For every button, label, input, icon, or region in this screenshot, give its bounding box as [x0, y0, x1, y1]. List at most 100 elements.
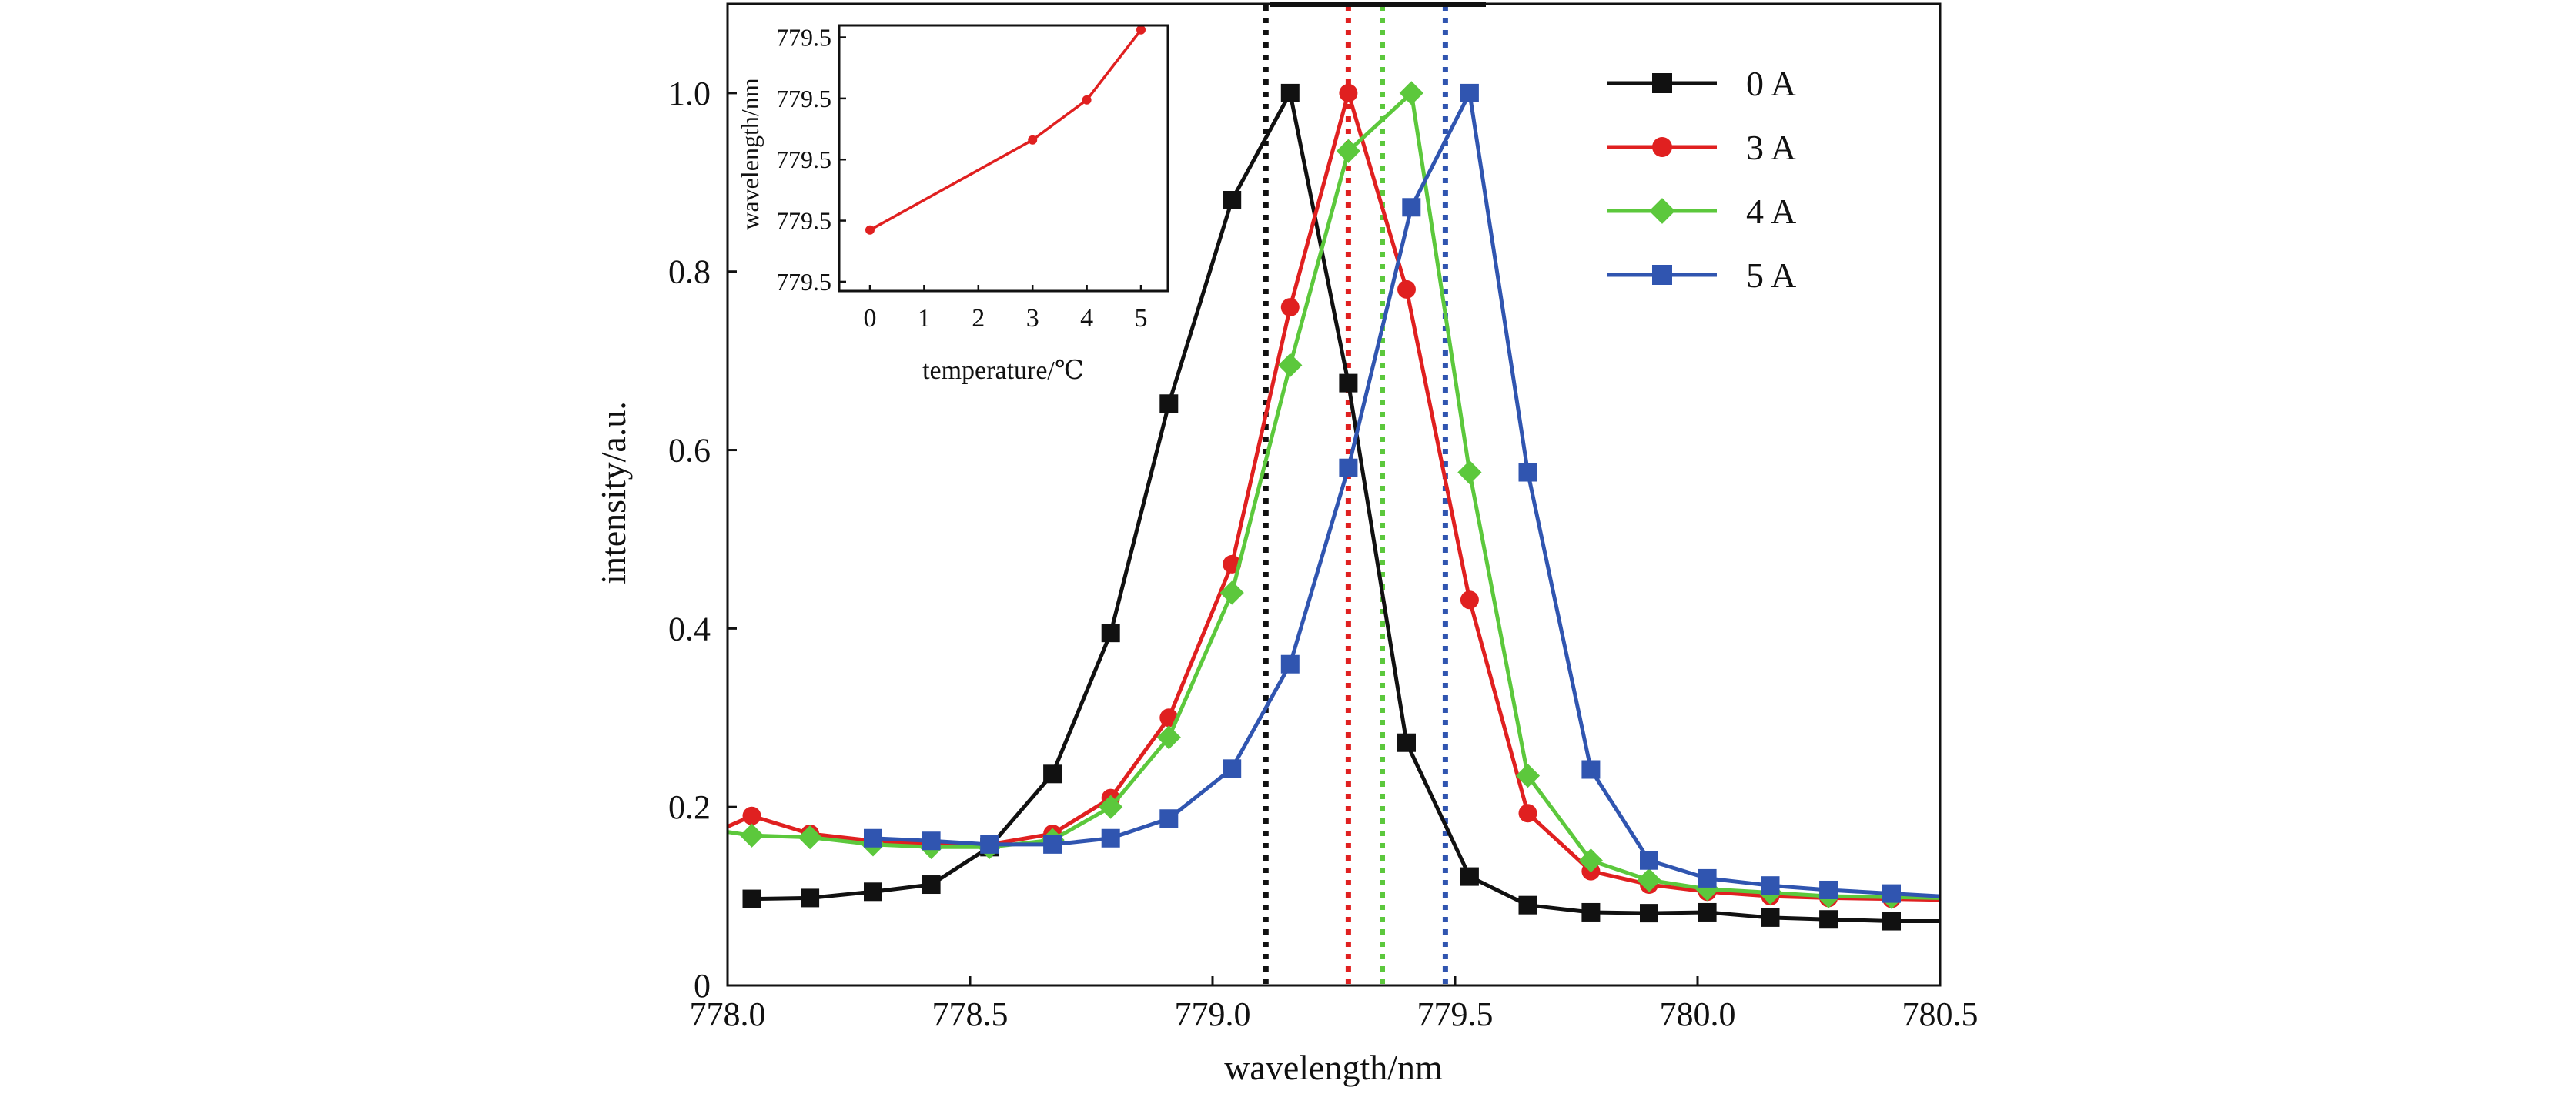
- data-point: [1339, 458, 1358, 477]
- data-point: [1280, 83, 1300, 102]
- inset-data-point: [1028, 135, 1038, 145]
- inset-y-tick-label: 779.5: [776, 207, 831, 235]
- data-point: [1457, 460, 1482, 485]
- main-x-axis-label: wavelength/nm: [1224, 1048, 1443, 1087]
- main-y-axis: 0 0.2 0.4 0.6 0.8 1.0: [668, 75, 737, 1005]
- inset-series-line: [869, 28, 1142, 232]
- data-point: [1581, 760, 1601, 779]
- inset-data-point: [1082, 95, 1092, 105]
- inset-x-tick-label: 0: [864, 304, 877, 333]
- inset-x-axis-label: temperature/℃: [922, 356, 1084, 385]
- data-point: [739, 823, 764, 848]
- inset-x-axis: 0 1 2 3 4 5: [864, 285, 1148, 333]
- inset-frame-bg: [839, 25, 1168, 291]
- data-point: [1159, 394, 1179, 413]
- main-series-group: [726, 81, 1941, 931]
- data-point: [1578, 848, 1603, 873]
- series-0-a: [742, 83, 1940, 931]
- data-point: [1278, 353, 1303, 378]
- data-point: [1339, 373, 1358, 393]
- data-point: [1515, 764, 1541, 788]
- data-point: [1518, 463, 1537, 482]
- inset-x-tick-label: 2: [972, 304, 985, 333]
- data-point: [1219, 580, 1244, 605]
- data-point: [1159, 809, 1179, 828]
- data-point: [1581, 902, 1601, 922]
- main-y-axis-label: intensity/a.u.: [594, 401, 633, 584]
- data-point: [864, 882, 882, 902]
- data-point: [742, 806, 761, 825]
- inset-y-axis: 779.5 779.5 779.5 779.5 779.5: [776, 24, 846, 296]
- x-tick-label: 779.5: [1417, 995, 1494, 1033]
- series-line: [727, 91, 1941, 900]
- data-point: [1460, 867, 1479, 886]
- legend-label: 4 A: [1746, 192, 1796, 231]
- data-point: [1518, 895, 1537, 915]
- inset-data-point: [1136, 25, 1146, 35]
- series-line: [726, 91, 1941, 902]
- data-point: [864, 828, 882, 848]
- x-tick-label: 779.0: [1175, 995, 1251, 1033]
- legend: 0 A 3 A 4 A 5 A: [1607, 64, 1796, 295]
- inset-series-group: [865, 25, 1146, 235]
- inset-y-tick-label: 779.5: [776, 85, 831, 112]
- data-point: [980, 835, 999, 854]
- data-point: [742, 889, 761, 908]
- legend-swatch-marker: [1652, 73, 1672, 93]
- data-point: [801, 888, 820, 908]
- data-point: [1101, 624, 1120, 643]
- data-point: [1223, 191, 1242, 209]
- data-point: [1761, 908, 1780, 927]
- inset-y-tick-label: 779.5: [776, 146, 831, 173]
- data-point: [1043, 835, 1062, 854]
- inset-chart: 0 1 2 3 4 5 779.5 779.5 779.5 779.5 779.5 tempera…: [736, 24, 1169, 385]
- main-chart: 778.0 778.5 779.0 779.5 780.0 780.5 0 0.2 0.4 0.…: [594, 2, 1979, 1087]
- data-point: [798, 825, 822, 850]
- legend-item-4-a: 4 A: [1607, 192, 1796, 231]
- inset-y-tick-label: 779.5: [776, 268, 831, 296]
- data-point: [1099, 795, 1123, 819]
- x-tick-label: 780.5: [1902, 995, 1979, 1033]
- inset-x-tick-label: 1: [918, 304, 931, 333]
- legend-item-3-a: 3 A: [1607, 128, 1796, 167]
- data-point: [1280, 298, 1300, 317]
- data-point: [1280, 654, 1300, 674]
- inset-series: [865, 25, 1146, 235]
- data-point: [1460, 590, 1479, 610]
- y-tick-label: 1.0: [668, 75, 711, 112]
- data-point: [1336, 139, 1360, 163]
- y-tick-label: 0: [694, 967, 711, 1005]
- legend-label: 0 A: [1746, 64, 1796, 103]
- y-tick-label: 0.2: [668, 788, 711, 826]
- data-point: [1518, 804, 1537, 823]
- data-point: [1640, 904, 1658, 923]
- data-point: [1397, 733, 1416, 752]
- inset-x-tick-label: 3: [1026, 304, 1039, 333]
- data-point: [1761, 876, 1780, 895]
- data-point: [1819, 880, 1838, 899]
- data-point: [1339, 83, 1358, 102]
- x-tick-label: 780.0: [1660, 995, 1736, 1033]
- data-point: [1698, 868, 1717, 888]
- data-point: [1397, 279, 1416, 299]
- data-point: [1637, 868, 1661, 892]
- legend-item-5-a: 5 A: [1607, 256, 1796, 295]
- data-point: [1101, 828, 1120, 848]
- data-point: [1640, 851, 1658, 870]
- data-point: [1460, 83, 1479, 102]
- x-tick-label: 778.5: [932, 995, 1009, 1033]
- data-point: [1882, 884, 1901, 903]
- x-tick-label: 778.0: [690, 995, 766, 1033]
- legend-swatch-marker: [1649, 198, 1675, 224]
- main-x-axis: 778.0 778.5 779.0 779.5 780.0 780.5: [690, 976, 1979, 1033]
- legend-swatch-marker: [1652, 137, 1672, 157]
- data-point: [922, 831, 941, 851]
- inset-data-point: [865, 225, 875, 235]
- data-point: [1043, 764, 1062, 784]
- data-point: [1819, 910, 1838, 929]
- inset-x-tick-label: 4: [1080, 304, 1093, 333]
- y-tick-label: 0.6: [668, 432, 711, 470]
- inset-y-axis-label: wavelength/nm: [736, 78, 764, 229]
- inset-x-tick-label: 5: [1135, 304, 1148, 333]
